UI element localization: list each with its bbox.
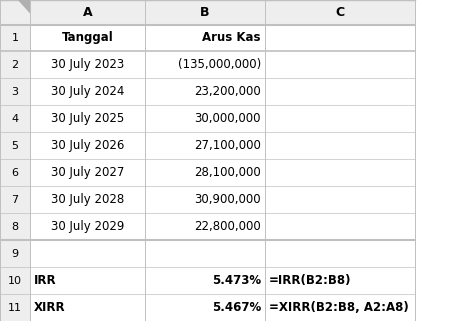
Bar <box>30 240 145 267</box>
Text: 30 July 2025: 30 July 2025 <box>51 112 124 125</box>
Text: 8: 8 <box>11 222 18 232</box>
Bar <box>0 186 30 213</box>
Bar <box>145 0 265 24</box>
Bar <box>265 294 415 321</box>
Text: 5.467%: 5.467% <box>212 301 261 314</box>
Bar <box>30 267 145 294</box>
Bar <box>265 213 415 240</box>
Text: 30,000,000: 30,000,000 <box>194 112 261 125</box>
Text: 6: 6 <box>11 168 18 178</box>
Text: 3: 3 <box>11 87 18 97</box>
Text: Arus Kas: Arus Kas <box>202 31 261 45</box>
Bar <box>145 132 265 159</box>
Text: 30 July 2029: 30 July 2029 <box>51 220 124 233</box>
Bar <box>265 132 415 159</box>
Bar <box>0 24 30 51</box>
Text: 30 July 2028: 30 July 2028 <box>51 193 124 206</box>
Bar <box>265 78 415 105</box>
Bar <box>145 213 265 240</box>
Text: 4: 4 <box>11 114 18 124</box>
Bar <box>145 159 265 186</box>
Bar <box>30 105 145 132</box>
Bar <box>0 0 30 24</box>
Text: 1: 1 <box>11 33 18 43</box>
Bar <box>30 24 145 51</box>
Bar <box>0 159 30 186</box>
Bar <box>0 78 30 105</box>
Bar <box>265 186 415 213</box>
Text: 27,100,000: 27,100,000 <box>194 139 261 152</box>
Text: (135,000,000): (135,000,000) <box>178 58 261 72</box>
Text: 5.473%: 5.473% <box>212 274 261 287</box>
Text: C: C <box>336 6 345 19</box>
Text: 7: 7 <box>11 195 18 205</box>
Text: 5: 5 <box>11 141 18 151</box>
Text: 11: 11 <box>8 302 22 313</box>
Bar <box>145 240 265 267</box>
Text: 30 July 2026: 30 July 2026 <box>51 139 124 152</box>
Bar <box>0 51 30 78</box>
Bar <box>30 78 145 105</box>
Polygon shape <box>18 0 30 13</box>
Bar <box>145 294 265 321</box>
Bar <box>30 132 145 159</box>
Text: Tanggal: Tanggal <box>62 31 113 45</box>
Bar <box>30 294 145 321</box>
Bar <box>0 294 30 321</box>
Text: 30 July 2027: 30 July 2027 <box>51 166 124 179</box>
Bar <box>0 213 30 240</box>
Text: A: A <box>82 6 92 19</box>
Text: 30,900,000: 30,900,000 <box>194 193 261 206</box>
Bar <box>265 0 415 24</box>
Bar <box>30 51 145 78</box>
Text: B: B <box>200 6 210 19</box>
Text: 10: 10 <box>8 275 22 286</box>
Bar <box>145 24 265 51</box>
Bar <box>30 159 145 186</box>
Bar <box>265 24 415 51</box>
Text: 23,200,000: 23,200,000 <box>194 85 261 99</box>
Bar <box>265 105 415 132</box>
Text: =IRR(B2:B8): =IRR(B2:B8) <box>269 274 352 287</box>
Text: 28,100,000: 28,100,000 <box>194 166 261 179</box>
Bar <box>145 51 265 78</box>
Text: =XIRR(B2:B8, A2:A8): =XIRR(B2:B8, A2:A8) <box>269 301 409 314</box>
Bar <box>265 51 415 78</box>
Bar <box>145 186 265 213</box>
Text: 30 July 2023: 30 July 2023 <box>51 58 124 72</box>
Bar <box>0 240 30 267</box>
Bar <box>30 213 145 240</box>
Bar <box>145 78 265 105</box>
Bar <box>0 267 30 294</box>
Text: 9: 9 <box>11 249 18 259</box>
Bar <box>0 132 30 159</box>
Bar <box>30 186 145 213</box>
Bar <box>145 105 265 132</box>
Bar <box>265 240 415 267</box>
Text: 30 July 2024: 30 July 2024 <box>51 85 124 99</box>
Text: XIRR: XIRR <box>34 301 65 314</box>
Bar <box>30 0 145 24</box>
Text: 2: 2 <box>11 60 18 70</box>
Text: IRR: IRR <box>34 274 56 287</box>
Bar <box>265 267 415 294</box>
Text: 22,800,000: 22,800,000 <box>194 220 261 233</box>
Bar <box>0 105 30 132</box>
Bar <box>145 267 265 294</box>
Bar <box>265 159 415 186</box>
